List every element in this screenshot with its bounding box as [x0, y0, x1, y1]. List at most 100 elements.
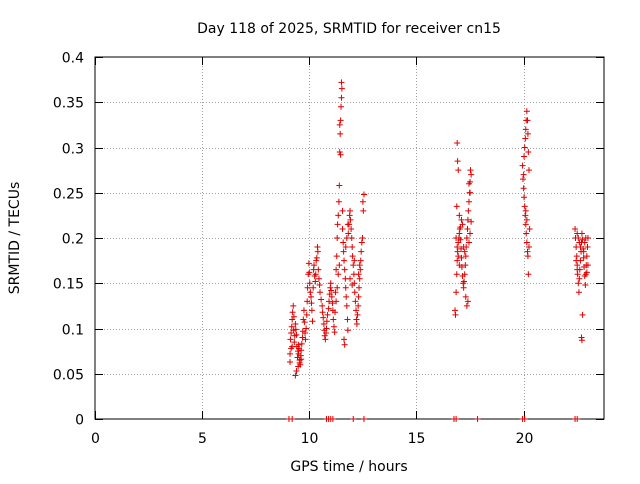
- data-point: [343, 302, 350, 309]
- data-point: [524, 253, 531, 260]
- data-point: [312, 278, 319, 285]
- data-point: [334, 221, 341, 228]
- data-point: [462, 262, 469, 269]
- data-point: [465, 180, 472, 187]
- data-point: [581, 239, 588, 246]
- data-point: [337, 151, 344, 158]
- data-point: [578, 337, 585, 344]
- data-point: [462, 253, 469, 260]
- data-point: [292, 326, 299, 333]
- data-point: [332, 309, 339, 316]
- data-point: [333, 298, 340, 305]
- data-point: [344, 327, 351, 334]
- data-point: [310, 284, 317, 291]
- data-point: [303, 325, 310, 332]
- data-point: [354, 311, 361, 318]
- data-point: [335, 198, 342, 205]
- data-points: [285, 79, 591, 422]
- data-point: [298, 356, 305, 363]
- data-point: [525, 244, 532, 251]
- data-point: [583, 269, 590, 276]
- data-point: [298, 347, 305, 354]
- data-point: [334, 235, 341, 241]
- data-point: [573, 253, 580, 260]
- data-point: [575, 289, 582, 296]
- chart-title: Day 118 of 2025, SRMTID for receiver cn1…: [197, 21, 501, 37]
- y-axis-label: SRMTID / TECUs: [7, 182, 23, 295]
- data-point: [360, 191, 367, 198]
- data-point: [457, 236, 464, 243]
- data-point: [461, 278, 468, 285]
- data-point: [467, 167, 474, 174]
- data-point: [300, 307, 307, 314]
- y-tick-label: 0.25: [53, 187, 84, 203]
- data-point: [316, 282, 323, 289]
- data-point: [456, 262, 463, 269]
- data-point: [521, 416, 528, 422]
- data-point: [474, 416, 481, 422]
- data-point: [320, 314, 327, 321]
- data-point: [338, 85, 345, 92]
- data-point: [328, 287, 335, 294]
- data-point: [347, 275, 354, 282]
- data-point: [573, 257, 580, 264]
- data-point: [350, 262, 357, 269]
- data-point: [347, 216, 354, 223]
- data-point: [520, 185, 527, 192]
- x-axis-label: GPS time / hours: [290, 459, 407, 475]
- data-point: [295, 350, 302, 357]
- data-point: [342, 244, 349, 251]
- data-point: [347, 207, 354, 214]
- data-point: [453, 271, 460, 278]
- data-point: [341, 336, 348, 343]
- data-point: [453, 235, 460, 241]
- data-point: [575, 280, 582, 287]
- data-point: [522, 135, 529, 142]
- data-point: [328, 293, 335, 300]
- data-point: [521, 203, 528, 210]
- data-point: [336, 182, 343, 189]
- data-point: [460, 284, 467, 291]
- data-point: [582, 235, 589, 241]
- data-point: [339, 225, 346, 232]
- data-point: [583, 253, 590, 260]
- data-point: [330, 316, 337, 323]
- data-point: [353, 307, 360, 314]
- data-point: [293, 331, 300, 338]
- data-point: [454, 158, 461, 165]
- data-point: [323, 325, 330, 332]
- data-point: [576, 239, 583, 246]
- data-point: [456, 212, 463, 219]
- data-point: [289, 416, 296, 422]
- data-point: [461, 248, 468, 255]
- data-point: [349, 282, 356, 289]
- data-point: [319, 302, 326, 309]
- data-point: [341, 266, 348, 273]
- data-point: [575, 235, 582, 241]
- data-point: [344, 221, 351, 228]
- data-point: [302, 330, 309, 337]
- data-point: [525, 271, 532, 278]
- data-point: [294, 348, 301, 355]
- data-point: [333, 253, 340, 260]
- data-point: [526, 225, 533, 232]
- data-point: [358, 239, 365, 246]
- data-point: [343, 293, 350, 300]
- data-point: [313, 254, 320, 261]
- data-point: [455, 167, 462, 174]
- data-point: [574, 416, 581, 422]
- data-point: [312, 271, 319, 278]
- data-point: [524, 130, 531, 137]
- data-point: [308, 300, 315, 307]
- x-tick-label: 15: [408, 431, 426, 447]
- y-tick-label: 0.2: [62, 232, 84, 248]
- data-point: [338, 103, 345, 110]
- data-point: [330, 323, 337, 330]
- data-point: [584, 244, 591, 251]
- data-point: [463, 235, 470, 241]
- data-point: [315, 266, 322, 273]
- y-tick-label: 0.3: [62, 142, 84, 158]
